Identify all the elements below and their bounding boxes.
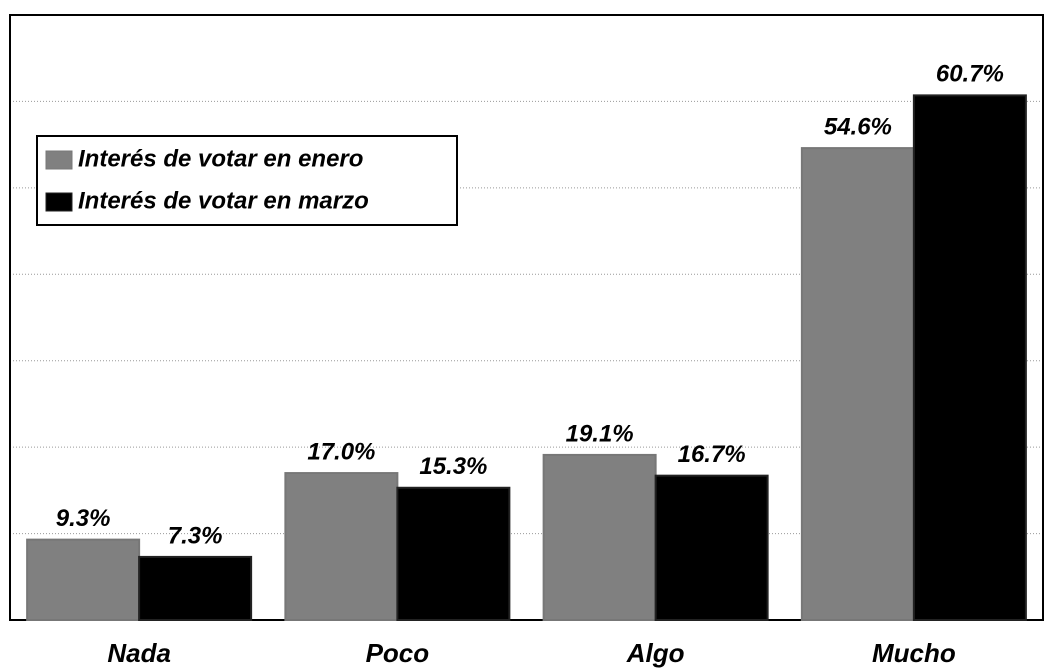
data-label: 16.7% (678, 441, 746, 468)
data-label: 7.3% (168, 522, 223, 549)
legend-box (36, 135, 458, 226)
data-label: 15.3% (419, 453, 487, 480)
plot-frame (9, 14, 1044, 621)
bar (284, 472, 399, 622)
data-label: 54.6% (824, 113, 892, 140)
x-tick-label: Nada (107, 638, 171, 668)
bar (654, 474, 769, 621)
bar (800, 147, 915, 621)
x-tick-label: Poco (366, 638, 430, 668)
bar (138, 555, 253, 622)
legend-label: Interés de votar en enero (78, 145, 363, 172)
x-tick-label: Algo (626, 638, 685, 668)
data-label: 9.3% (56, 505, 111, 532)
bar (912, 94, 1027, 621)
bar (542, 453, 657, 621)
legend-swatch (45, 192, 73, 212)
legend-label: Interés de votar en marzo (78, 187, 369, 214)
data-label: 60.7% (936, 61, 1004, 88)
x-tick-label: Mucho (872, 638, 956, 668)
bar (26, 538, 141, 621)
legend-swatch (45, 150, 73, 170)
data-label: 19.1% (566, 420, 634, 447)
bar (396, 486, 511, 621)
data-label: 17.0% (307, 438, 375, 465)
